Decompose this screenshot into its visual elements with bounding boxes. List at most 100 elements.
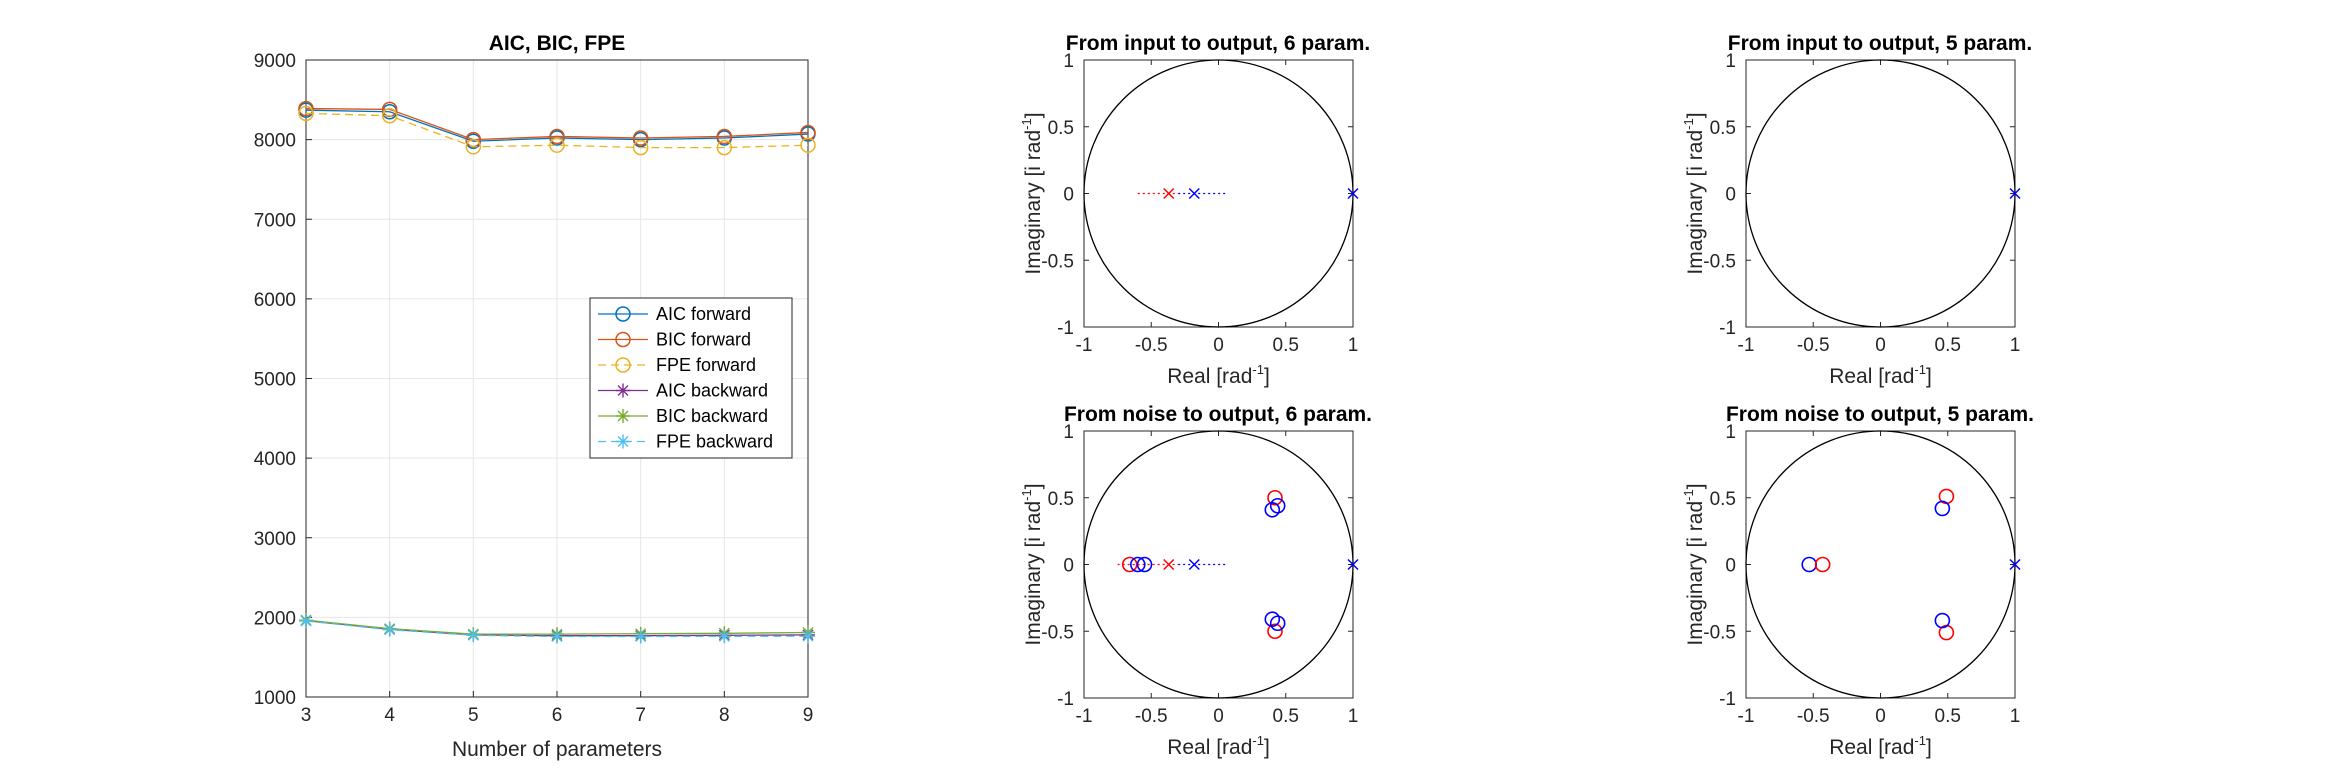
x-tick-label: 1 [2010,706,2021,727]
zero-marker [1814,556,1831,573]
legend-marker [615,306,631,322]
data-point [298,100,314,117]
y-tick-label: 0 [1725,185,1736,206]
y-tick-label: 0 [1063,556,1074,577]
pole-marker-shape [2009,187,2021,200]
axes-box [1745,59,2016,328]
pole-marker-shape [1188,187,1200,200]
x-tick-label: 0 [1875,335,1886,356]
y-axis-label-main: Imaginary [i rad [1022,130,1045,275]
x-tick-label: -0.5 [1135,706,1168,727]
legend-entry: FPE backward [656,432,773,452]
zero-marker-shape [1264,611,1281,628]
y-tick-label: -0.5 [1041,251,1074,272]
x-tick-label: -0.5 [1797,706,1830,727]
x-tick-label: -1 [1076,335,1093,356]
pole-marker [1163,558,1175,571]
y-axis-label-end: ] [1684,112,1707,118]
x-tick-label: 0 [1213,706,1224,727]
pole-marker [1347,187,1359,200]
pole-marker-shape [1347,187,1359,200]
x-axis-label-sup: -1 [1914,733,1926,748]
y-axis-label: Imaginary [i rad-1] [1019,483,1045,645]
y-tick-label: 9000 [254,51,296,72]
zero-marker-shape [1130,556,1146,573]
data-point-shape [466,628,481,643]
x-axis-label-end: ] [1926,365,1932,388]
y-axis-label-main: Imaginary [i rad [1684,501,1707,646]
data-point [716,128,733,145]
data-point-shape [632,130,649,146]
zero-marker [1934,500,1951,517]
legend-marker-shape [615,357,631,373]
y-tick-label: 1 [1063,51,1074,72]
data-point [632,139,649,156]
x-tick-label: 1 [1348,335,1359,356]
zero-marker [1269,497,1286,514]
zero-marker-shape [1136,556,1153,573]
y-tick-label: -1 [1057,689,1074,710]
y-tick-label: 0 [1063,185,1074,206]
data-point [549,137,565,153]
y-tick-label: 7000 [254,210,296,231]
pole-marker-shape [1163,558,1175,571]
data-point-shape [549,137,565,153]
zero-marker [1264,611,1281,628]
x-axis-label-end: ] [1264,736,1270,759]
data-point-shape [549,128,565,145]
x-axis-label-main: Real [rad [1167,736,1252,759]
chart-title: From input to output, 6 param. [1066,32,1370,55]
y-axis-label-sup: -1 [1019,489,1034,501]
zero-marker [1267,489,1283,506]
x-axis-label: Real [rad-1] [1829,733,1932,759]
x-tick-label: 3 [301,705,312,726]
data-point-shape [716,139,733,156]
legend-entry: BIC backward [656,406,768,426]
data-point [381,107,398,124]
y-tick-label: 2000 [254,608,296,629]
data-point [717,629,732,644]
pole-marker [2009,558,2021,571]
x-tick-label: -0.5 [1797,335,1830,356]
zero-marker-shape [1269,615,1286,632]
x-axis-label: Number of parameters [452,738,662,761]
y-tick-label: 0.5 [1710,489,1736,510]
zero-marker-shape [1814,556,1831,573]
x-tick-label: 8 [719,705,730,726]
zero-marker-shape [1264,501,1281,518]
data-point-shape [465,139,482,155]
y-tick-label: 6000 [254,290,296,311]
zero-marker [1267,623,1283,640]
data-point [800,137,816,153]
x-tick-label: -0.5 [1135,335,1168,356]
chart-title: AIC, BIC, FPE [489,32,626,55]
x-tick-label: 9 [803,705,814,726]
pole-marker [2009,187,2021,200]
zero-marker [1264,501,1281,518]
axes-box [1745,430,2016,699]
x-tick-label: 5 [468,705,479,726]
data-point-shape [716,128,733,145]
y-tick-label: -1 [1719,318,1736,339]
data-point [633,629,648,644]
y-tick-label: 1 [1725,422,1736,443]
x-axis-label: Real [rad-1] [1167,733,1270,759]
x-tick-label: 0.5 [1935,335,1961,356]
x-tick-label: 0.5 [1935,706,1961,727]
y-tick-label: -1 [1057,318,1074,339]
y-tick-label: 1000 [254,688,296,709]
y-tick-label: 0.5 [1710,118,1736,139]
y-tick-label: 3000 [254,529,296,550]
data-point-shape [717,629,732,644]
x-tick-label: 0 [1875,706,1886,727]
x-tick-label: 0.5 [1273,335,1299,356]
data-point [716,139,733,156]
data-point-shape [381,107,398,124]
zero-marker [1130,556,1146,573]
data-point [632,130,649,146]
y-axis-label: Imaginary [i rad-1] [1019,112,1045,274]
